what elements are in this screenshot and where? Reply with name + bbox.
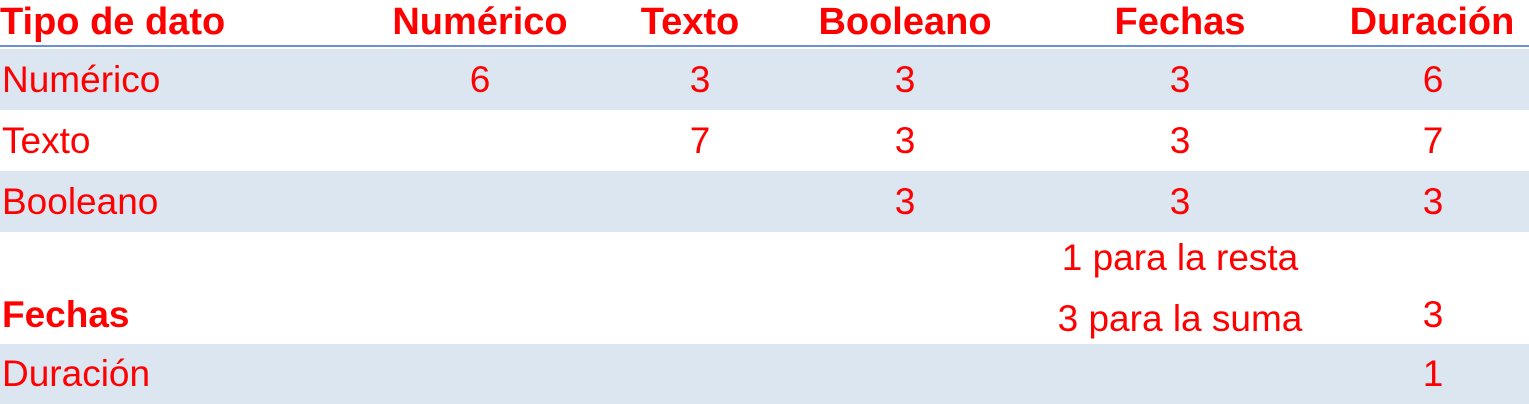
header-tipo-de-dato: Tipo de dato (0, 1, 226, 43)
cell-numerico: 6 (469, 58, 491, 100)
cell-duracion: 6 (1422, 58, 1444, 100)
cell-texto (600, 171, 800, 232)
header-fechas: Fechas (1114, 1, 1246, 43)
cell-booleano (785, 344, 1025, 404)
table-row-numerico: Numérico 6 3 3 3 6 (0, 49, 1529, 110)
table-row-fechas: Fechas 1 para la resta 3 para la suma 3 (0, 232, 1529, 344)
row-label: Numérico (2, 58, 161, 100)
cell-fechas (1020, 344, 1340, 404)
cell-duracion: 1 (1422, 353, 1444, 394)
cell-numerico (330, 171, 630, 232)
fechas-resta-note: 1 para la resta (1061, 237, 1299, 278)
row-label: Duración (2, 353, 151, 394)
cell-duracion: 3 (1422, 294, 1444, 335)
cell-fechas: 1 para la resta 3 para la suma (1020, 232, 1340, 344)
cell-numerico (330, 344, 630, 404)
table-row-booleano: Booleano 3 3 3 (0, 171, 1529, 232)
header-numerico: Numérico (392, 1, 568, 43)
fechas-suma-note: 3 para la suma (1057, 298, 1303, 339)
table-header-row: Tipo de dato Numérico Texto Booleano Fec… (0, 0, 1529, 47)
header-duracion: Duración (1349, 1, 1515, 43)
cell-fechas: 3 (1169, 119, 1191, 161)
cell-duracion: 7 (1422, 119, 1444, 161)
table-row-texto: Texto 7 3 3 7 (0, 110, 1529, 171)
row-label: Fechas (2, 294, 130, 335)
cell-fechas: 3 (1169, 58, 1191, 100)
cell-numerico (330, 232, 630, 344)
cell-booleano: 3 (894, 58, 916, 100)
cell-booleano (785, 232, 1025, 344)
header-booleano: Booleano (818, 1, 992, 43)
cell-texto: 7 (689, 119, 711, 161)
cell-texto (600, 232, 800, 344)
cell-texto: 3 (689, 58, 711, 100)
header-texto: Texto (640, 1, 740, 43)
row-label: Booleano (2, 180, 159, 222)
row-label: Texto (2, 119, 91, 161)
table-row-duracion: Duración 1 (0, 344, 1529, 404)
cell-texto (600, 344, 800, 404)
cell-fechas: 3 (1169, 180, 1191, 222)
cell-booleano: 3 (894, 180, 916, 222)
cell-numerico (330, 110, 630, 171)
cell-booleano: 3 (894, 119, 916, 161)
cell-duracion: 3 (1422, 180, 1444, 222)
